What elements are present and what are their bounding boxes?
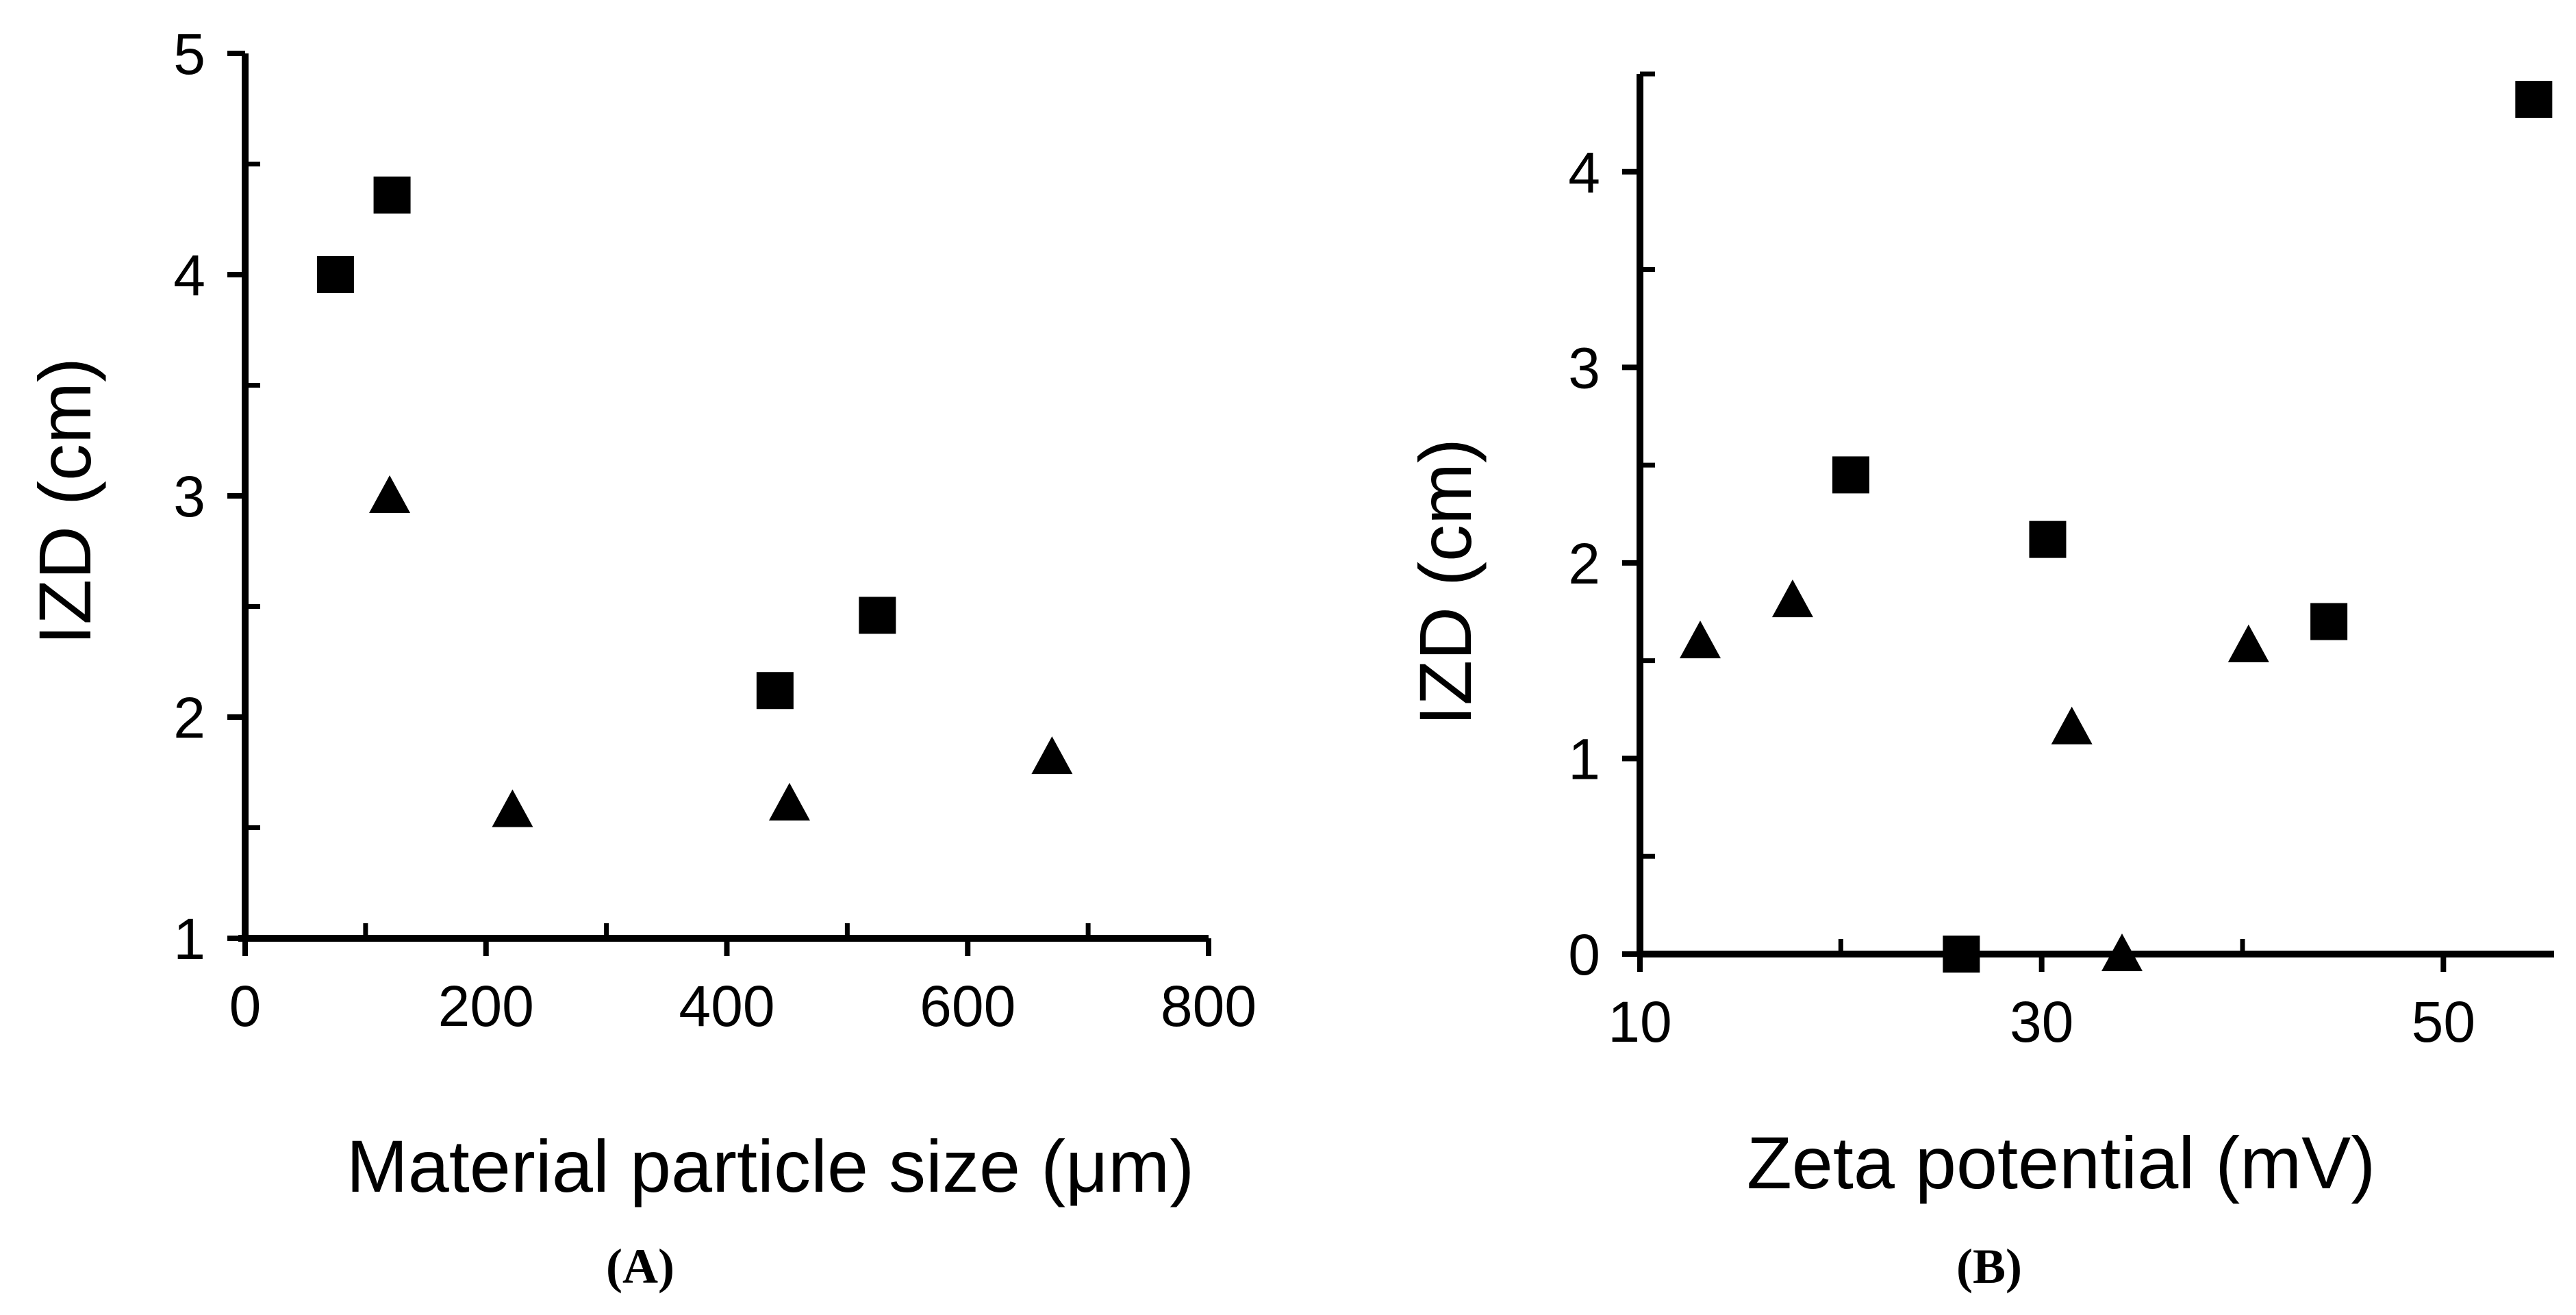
panel-b-y-tick-label: 4 [1568, 140, 1600, 205]
panel-b-y-axis-title: IZD (cm) [1404, 438, 1487, 726]
panel-a-x-tick-label: 600 [920, 974, 1015, 1038]
panel-b-tick-labels: 0 1 2 3 4 10 30 50 [1568, 140, 2475, 1054]
panel-b-x-tick-label: 10 [1608, 990, 1671, 1054]
panel-a-ticks [227, 51, 1211, 956]
panel-a-y-tick-label: 1 [173, 907, 205, 971]
panel-b-y-tick-label: 2 [1568, 531, 1600, 596]
panel-a-data-points [316, 176, 1073, 827]
panel-a-triangle-point [1031, 736, 1073, 775]
panel-a-triangle-point [768, 782, 810, 821]
panel-b-ticks [1622, 71, 2447, 972]
panel-b-triangle-point [1680, 621, 1721, 659]
panel-b-triangle-point [2051, 706, 2093, 744]
panel-b-triangle-point [1771, 579, 1813, 618]
panel-a-triangle-point [492, 789, 533, 827]
panel-a-tick-labels: 1 2 3 4 5 0 200 400 600 800 [173, 22, 1257, 1038]
panel-a-y-tick-label: 3 [173, 464, 205, 529]
panel-a-x-axis-title: Material particle size (μm) [346, 1125, 1194, 1207]
panel-b-x-tick-label: 50 [2412, 990, 2475, 1054]
panel-b-triangle-point [2227, 624, 2269, 662]
panel-b-label: (B) [1956, 1239, 2022, 1294]
panel-a-y-tick-label: 5 [173, 22, 205, 86]
panel-b-square-point [2310, 603, 2348, 640]
panel-b-y-tick-label: 1 [1568, 727, 1600, 791]
panel-b-y-tick-label: 3 [1568, 336, 1600, 400]
panel-a-triangle-point [369, 475, 411, 513]
panel-b-square-point [1943, 936, 1980, 973]
panel-b-y-tick-label: 0 [1568, 923, 1600, 987]
chart-panel-a: 1 2 3 4 5 0 200 400 600 800 Material particle siz… [23, 22, 1257, 1294]
panel-a-y-tick-label: 2 [173, 686, 205, 750]
panel-a-y-tick-label: 4 [173, 243, 205, 308]
panel-b-data-points [1680, 81, 2553, 973]
panel-a-square-point [756, 672, 794, 710]
panel-b-square-point [2515, 81, 2553, 118]
panel-b-square-point [2029, 521, 2067, 558]
panel-a-square-point [373, 176, 411, 214]
panel-a-x-tick-label: 200 [438, 974, 534, 1038]
panel-b-square-point [1832, 456, 1869, 494]
panel-b-x-axis-title: Zeta potential (mV) [1747, 1121, 2375, 1204]
panel-b-triangle-point [2101, 934, 2143, 971]
panel-b-axes [1637, 74, 2554, 957]
panel-b-x-tick-label: 30 [2010, 990, 2073, 1054]
panel-a-x-tick-label: 800 [1161, 974, 1257, 1038]
chart-panel-b: 0 1 2 3 4 10 30 50 Zeta potential (mV) IZD (cm)… [1404, 71, 2554, 1294]
panel-a-square-point [859, 597, 896, 634]
panel-a-x-tick-label: 0 [229, 974, 262, 1038]
panel-a-y-axis-title: IZD (cm) [23, 358, 106, 645]
panel-a-x-tick-label: 400 [679, 974, 774, 1038]
panel-a-square-point [316, 256, 354, 293]
panel-a-label: (A) [606, 1239, 674, 1294]
